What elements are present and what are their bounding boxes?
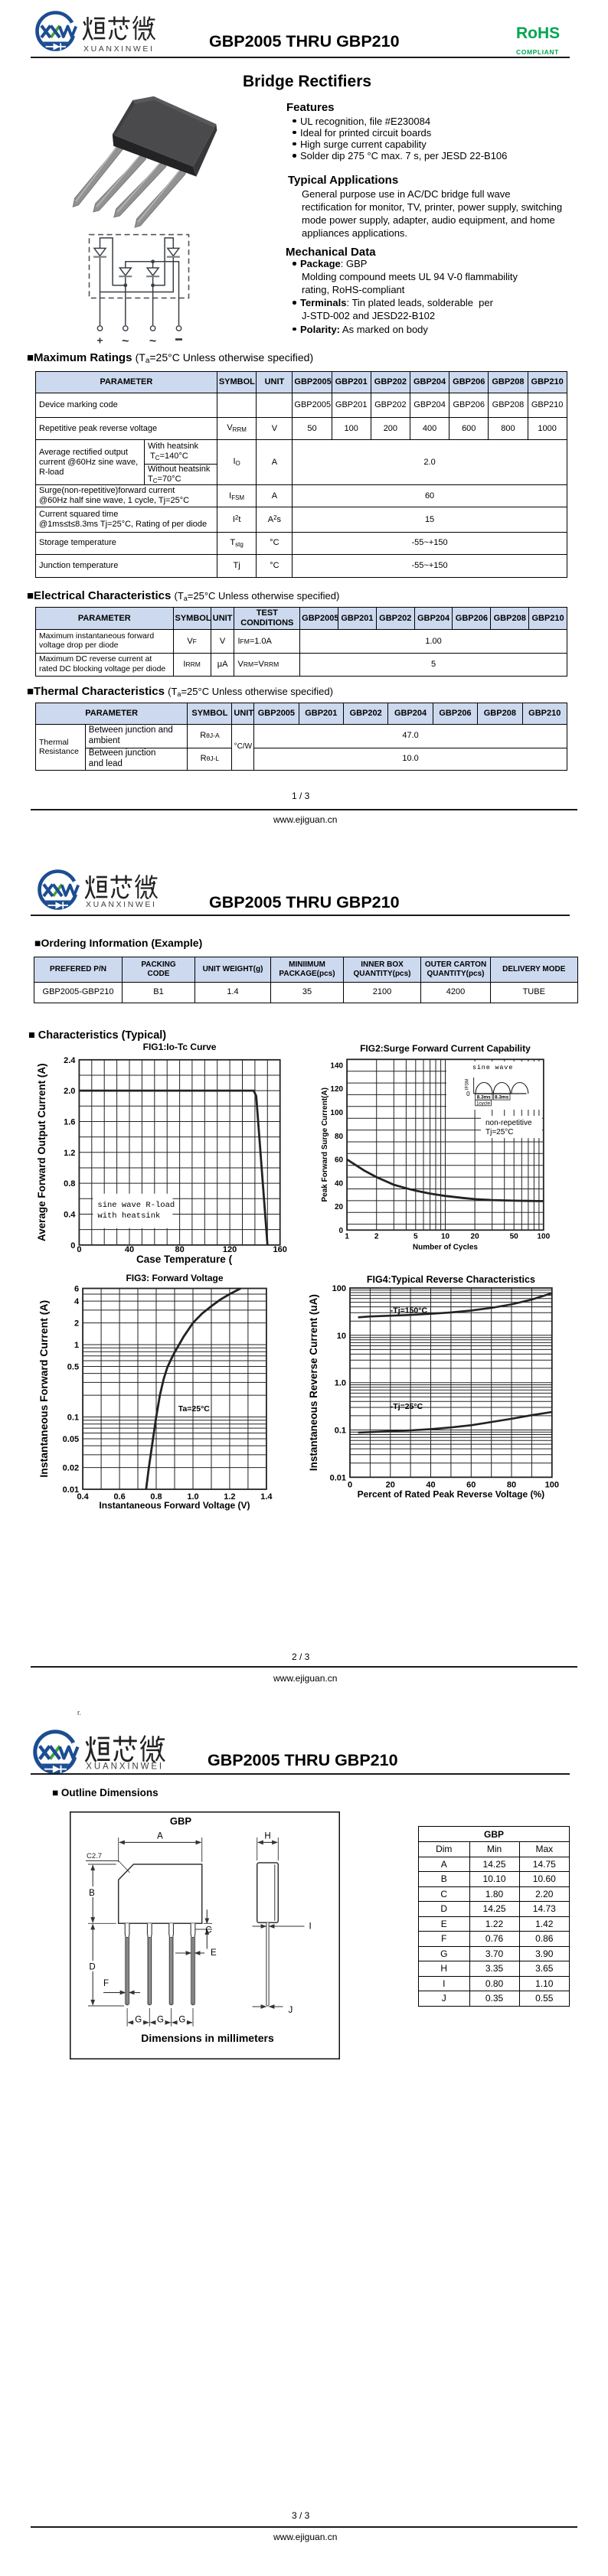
svg-text:0: 0	[348, 1480, 352, 1489]
svg-text:0.1: 0.1	[67, 1414, 79, 1423]
svg-text:1.0: 1.0	[335, 1379, 346, 1388]
svg-text:D: D	[89, 1963, 95, 1972]
svg-text:FIG4:Typical Reverse Character: FIG4:Typical Reverse Characteristics	[367, 1274, 535, 1285]
svg-text:IFSM: IFSM	[466, 1079, 470, 1090]
svg-text:Instantaneous Forward Current: Instantaneous Forward Current (A)	[38, 1300, 50, 1478]
svg-text:40: 40	[125, 1245, 134, 1254]
svg-text:140: 140	[330, 1062, 343, 1071]
svg-text:20: 20	[335, 1203, 344, 1211]
svg-text:non-repetitive: non-repetitive	[485, 1119, 532, 1127]
svg-text:H: H	[264, 1831, 270, 1841]
svg-text:XUANXINWEI: XUANXINWEI	[86, 1762, 164, 1771]
svg-text:100: 100	[537, 1233, 550, 1241]
svg-text:A: A	[157, 1831, 163, 1841]
svg-text:sine wave R-load: sine wave R-load	[97, 1201, 175, 1210]
svg-text:0: 0	[466, 1091, 470, 1097]
svg-text:0.6: 0.6	[113, 1492, 125, 1502]
svg-text:60: 60	[466, 1480, 476, 1489]
svg-text:1: 1	[74, 1341, 79, 1350]
svg-text:Average Forward Output Current: Average Forward Output Current (A)	[37, 1063, 47, 1241]
svg-text:GBP: GBP	[170, 1815, 192, 1827]
svg-text:C2.7: C2.7	[87, 1852, 102, 1860]
svg-text:2: 2	[374, 1233, 379, 1241]
svg-text:1.6: 1.6	[64, 1118, 75, 1127]
svg-text:I: I	[309, 1922, 312, 1932]
svg-text:40: 40	[335, 1179, 344, 1188]
svg-text:~: ~	[122, 335, 129, 348]
svg-text:1.2: 1.2	[224, 1492, 235, 1502]
svg-text:FIG2:Surge Forward Current Cap: FIG2:Surge Forward Current Capability	[360, 1043, 531, 1054]
svg-text:100: 100	[545, 1480, 559, 1489]
svg-text:FIG3: Forward Voltage: FIG3: Forward Voltage	[126, 1273, 223, 1283]
svg-text:F: F	[103, 1979, 109, 1988]
svg-text:-Tj=25°C: -Tj=25°C	[391, 1402, 423, 1411]
svg-text:Dimensions in millimeters: Dimensions in millimeters	[141, 2032, 274, 2044]
svg-text:1: 1	[345, 1233, 349, 1241]
svg-text:G: G	[178, 2015, 185, 2024]
svg-text:with heatsink: with heatsink	[97, 1211, 160, 1221]
svg-text:0: 0	[339, 1227, 344, 1235]
svg-text:Instantaneous Forward Voltage: Instantaneous Forward Voltage (V)	[99, 1500, 250, 1511]
svg-text:40: 40	[426, 1480, 435, 1489]
svg-text:0.01: 0.01	[330, 1473, 346, 1482]
svg-text:5: 5	[414, 1233, 418, 1241]
svg-text:Percent of Rated Peak Reverse: Percent of Rated Peak Reverse Voltage (%…	[358, 1489, 545, 1499]
svg-text:0.02: 0.02	[63, 1464, 79, 1473]
svg-text:0.8: 0.8	[150, 1492, 162, 1502]
svg-text:0: 0	[77, 1245, 81, 1254]
svg-text:G: G	[135, 2015, 142, 2024]
svg-text:0: 0	[70, 1241, 75, 1251]
svg-text:80: 80	[175, 1245, 184, 1254]
svg-text:50: 50	[510, 1233, 519, 1241]
svg-text:0.1: 0.1	[335, 1427, 346, 1436]
svg-text:120: 120	[330, 1085, 343, 1094]
svg-text:0.4: 0.4	[64, 1211, 76, 1220]
svg-text:FIG1:Io-Tc Curve: FIG1:Io-Tc Curve	[143, 1042, 217, 1052]
svg-text:160: 160	[273, 1245, 287, 1254]
svg-text:2.0: 2.0	[64, 1087, 75, 1096]
svg-text:1.0: 1.0	[187, 1492, 198, 1502]
svg-text:G: G	[157, 2015, 164, 2024]
svg-text:120: 120	[223, 1245, 237, 1254]
svg-text:20: 20	[386, 1480, 395, 1489]
svg-text:XUANXINWEI: XUANXINWEI	[86, 900, 157, 909]
svg-text:0.01: 0.01	[63, 1485, 79, 1495]
svg-text:C: C	[205, 1926, 211, 1935]
svg-text:E: E	[211, 1948, 217, 1958]
svg-text:2.4: 2.4	[64, 1056, 76, 1065]
svg-text:B: B	[89, 1889, 95, 1898]
svg-text:0.8: 0.8	[64, 1179, 75, 1189]
svg-text:100: 100	[330, 1109, 343, 1117]
svg-text:+: +	[96, 334, 103, 347]
svg-text:Number of Cycles: Number of Cycles	[413, 1244, 478, 1252]
svg-text:80: 80	[507, 1480, 516, 1489]
svg-text:6: 6	[74, 1285, 79, 1294]
svg-text:2: 2	[74, 1319, 79, 1329]
svg-text:0.4: 0.4	[77, 1492, 89, 1502]
svg-text:10: 10	[337, 1332, 346, 1341]
svg-text:J: J	[289, 2006, 293, 2015]
svg-text:8.3ms: 8.3ms	[495, 1095, 509, 1101]
svg-text:100: 100	[332, 1284, 346, 1293]
svg-text:8.3ms: 8.3ms	[477, 1095, 492, 1101]
svg-text:0.5: 0.5	[67, 1363, 79, 1372]
svg-text:sine wave: sine wave	[472, 1064, 513, 1071]
svg-text:4: 4	[74, 1297, 80, 1306]
svg-text:Ta=25°C: Ta=25°C	[178, 1404, 210, 1414]
svg-text:1.2: 1.2	[64, 1149, 75, 1158]
svg-text:20: 20	[471, 1233, 480, 1241]
svg-text:-Tj=150°C: -Tj=150°C	[391, 1306, 428, 1315]
svg-text:1.4: 1.4	[260, 1492, 273, 1502]
svg-text:~: ~	[149, 335, 156, 348]
svg-text:60: 60	[335, 1156, 344, 1165]
svg-text:80: 80	[335, 1133, 344, 1141]
svg-text:Case Temperature (: Case Temperature (	[136, 1254, 233, 1265]
svg-text:Peak Forward Surge Current(A): Peak Forward Surge Current(A)	[321, 1087, 329, 1202]
svg-text:10: 10	[441, 1233, 450, 1241]
svg-text:1cycle: 1cycle	[476, 1101, 491, 1106]
svg-text:Tj=25°C: Tj=25°C	[485, 1128, 514, 1136]
svg-text:XUANXINWEI: XUANXINWEI	[83, 44, 155, 54]
svg-text:Instantaneous Reverse Current: Instantaneous Reverse Current (uA)	[308, 1294, 319, 1471]
svg-text:0.05: 0.05	[63, 1435, 79, 1444]
